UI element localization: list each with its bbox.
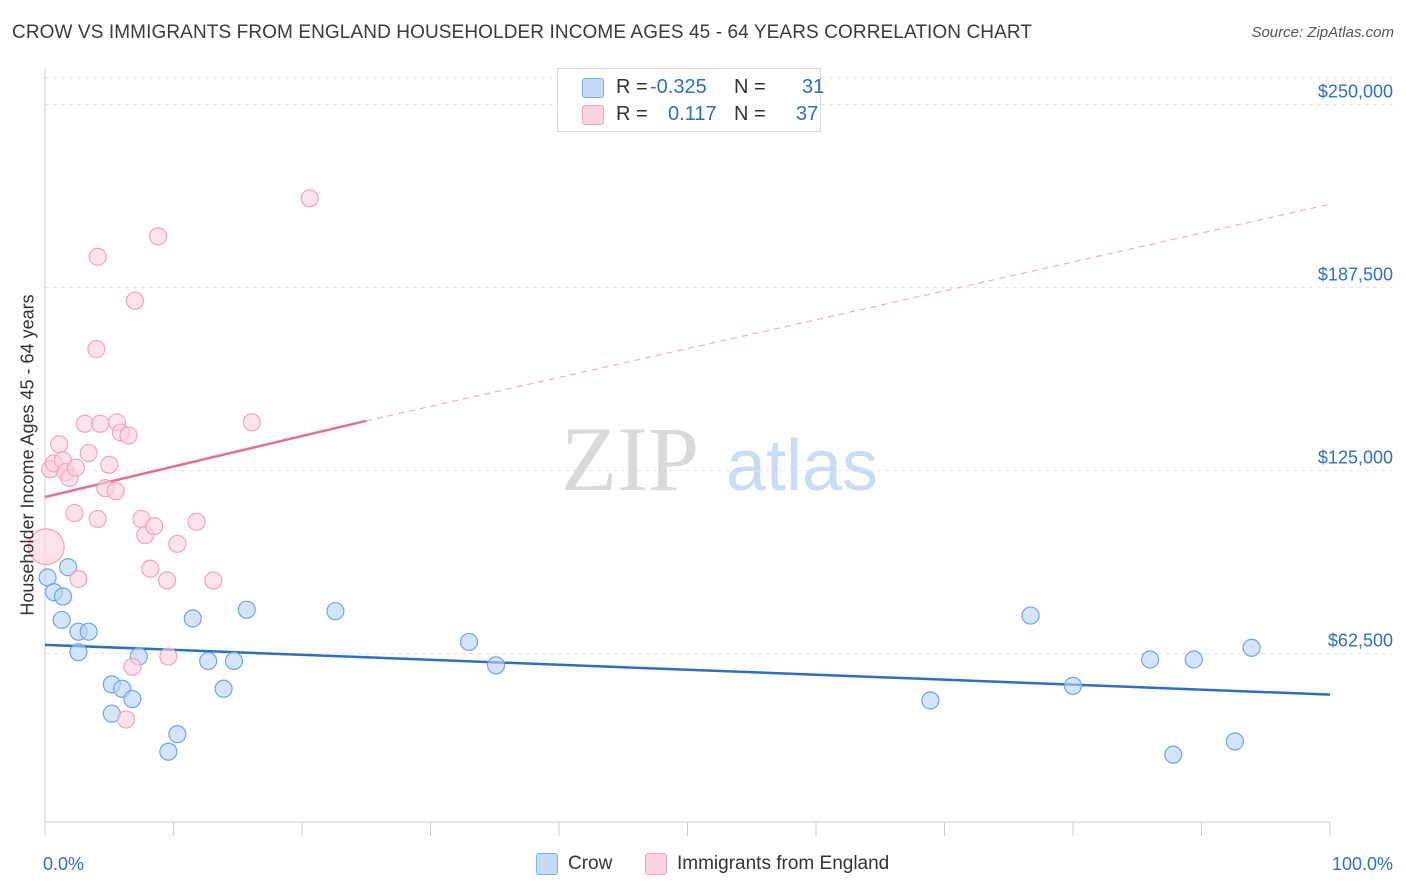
x-tick-label-max: 100.0% [1332,854,1393,874]
data-point-crow [59,558,78,577]
data-point-crow [53,587,73,606]
data-point-crow [1225,732,1245,751]
data-point-england [125,291,145,310]
data-point-england [168,534,187,553]
data-point-crow [159,742,178,761]
bottom-legend-label-crow: Crow [568,853,613,874]
data-point-england [242,413,261,432]
points-england [27,189,319,729]
data-point-england [123,657,142,676]
axes [44,68,1331,836]
data-point-england [88,247,107,266]
data-point-england [187,512,206,531]
data-point-crow [1063,676,1083,695]
trend-line-crow [44,643,1331,696]
data-point-crow [168,725,187,744]
watermark: ZIP atlas [561,408,878,510]
trend-line-england-projection [366,203,1331,422]
data-points [27,189,1261,764]
data-point-crow [69,643,88,662]
legend-r-value-crow: -0.325 [650,76,707,98]
watermark-atlas: atlas [726,426,878,506]
legend-r-value-england: 0.117 [668,103,717,125]
tick-labels: $62,500 $125,000 $187,500 $250,000 0.0% 100.0… [43,82,1393,874]
data-point-crow [1242,638,1261,657]
data-point-england [145,517,164,536]
data-point-england [106,482,125,501]
data-point-crow [52,610,71,630]
data-point-crow [237,600,256,619]
data-point-crow [459,632,479,652]
data-point-crow [326,602,345,621]
data-point-england [157,571,177,590]
legend-swatch-crow [582,78,604,98]
y-tick-label: $187,500 [1318,265,1393,285]
data-point-crow [79,622,98,641]
data-point-england [27,528,65,566]
legend-n-label: N = [734,76,766,98]
legend-r-label: R = [616,103,648,125]
correlation-legend: R = -0.325 N = 31 R = 0.117 N = 37 [557,68,825,132]
bottom-legend-swatch-england [645,853,667,875]
data-point-england [148,227,168,246]
data-point-england [119,426,138,445]
data-point-crow [214,679,233,698]
gridlines [45,77,1395,655]
data-point-england [141,559,160,578]
y-tick-label: $250,000 [1318,82,1393,102]
chart-title: CROW VS IMMIGRANTS FROM ENGLAND HOUSEHOL… [12,22,1033,43]
legend-n-value-england: 37 [796,103,819,125]
data-point-england [75,414,94,433]
legend-r-label: R = [616,76,648,98]
data-point-crow [1140,650,1160,669]
data-point-crow [183,609,202,628]
points-crow [38,558,1261,764]
data-point-england [88,509,107,529]
watermark-zip: ZIP [561,408,699,510]
data-point-england [50,435,69,454]
bottom-legend-label-england: Immigrants from England [677,853,890,874]
data-point-crow [199,651,218,671]
data-point-england [91,414,110,433]
data-point-england [159,647,178,666]
y-tick-label: $125,000 [1318,448,1393,468]
bottom-legend-swatch-crow [536,853,558,875]
data-point-england [69,569,88,589]
data-point-england [65,503,84,523]
legend-n-value-crow: 31 [802,76,825,98]
data-point-crow [486,656,506,675]
data-point-crow [1164,745,1183,764]
legend-swatch-england [582,105,604,125]
source-label: Source: ZipAtlas.com [1251,24,1394,41]
y-tick-label: $62,500 [1328,631,1393,651]
data-point-crow [921,691,940,710]
data-point-england [100,455,119,474]
data-point-crow [1184,650,1203,669]
data-point-england [79,443,98,463]
data-point-crow [123,689,142,709]
data-point-england [66,458,85,477]
data-point-crow [224,651,243,671]
data-point-england [204,571,223,590]
legend-n-label: N = [734,103,766,125]
data-point-crow [1021,606,1040,625]
data-point-england [300,189,319,208]
data-point-england [116,710,136,729]
y-axis-label: Householder Income Ages 45 - 64 years [17,294,38,616]
x-tick-label-min: 0.0% [43,854,84,874]
data-point-england [87,340,106,359]
